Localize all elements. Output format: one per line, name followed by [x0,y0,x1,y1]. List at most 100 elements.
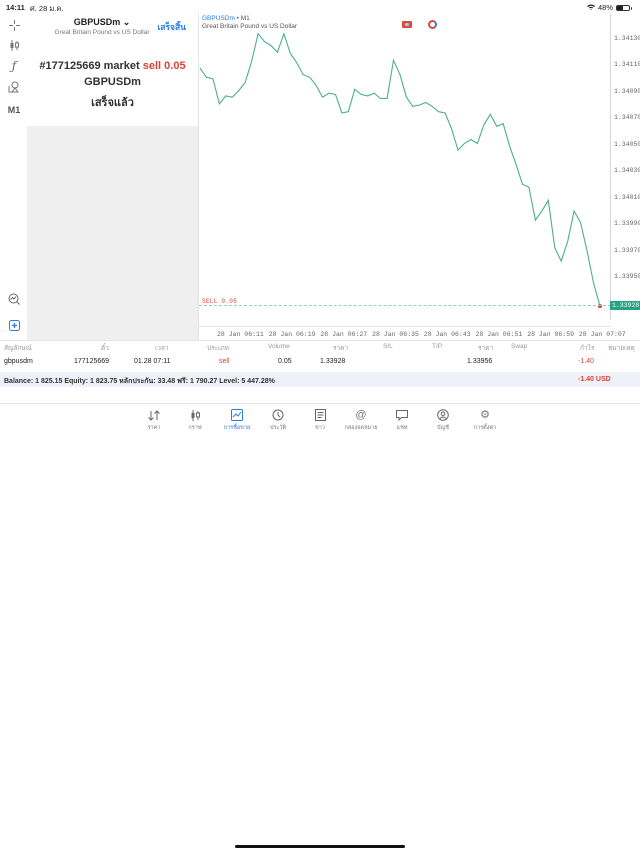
one-click-trading-icon[interactable] [402,21,412,28]
time-tick: 28 Jan 06:19 [268,331,316,338]
chat-icon [382,408,422,422]
row-time: 01.28 07:11 [134,358,171,365]
symbol-selector[interactable]: GBPUSDm ⌄ [27,17,177,28]
done-button[interactable]: เสร็จสิ้น [157,22,186,32]
total-profit: -1.40 USD [578,376,611,383]
time-tick: 28 Jan 07:07 [578,331,626,338]
order-result-card: GBPUSDm ⌄ Great Britain Pound vs US Doll… [27,13,198,126]
time-tick: 28 Jan 06:11 [217,331,264,338]
tab-history[interactable]: ประวัติ [258,408,298,432]
chart-description: Great Britain Pound vs US Dollar [202,23,298,30]
price-tick: 1.33950 [614,273,640,280]
order-panel: GBPUSDm ⌄ Great Britain Pound vs US Doll… [27,13,198,340]
symbol-name: GBPUSDm [73,17,121,27]
history-icon [258,408,298,422]
chart-timeframe: • M1 [234,15,250,22]
row-volume: 0.05 [278,358,292,365]
trade-chart-icon [217,408,257,422]
candlestick-icon[interactable] [4,37,24,53]
col-time: เวลา [155,345,169,352]
battery-icon [616,4,632,11]
candlestick-icon [175,408,215,422]
status-bar: 14:11 ศ. 28 ม.ค. 48% [0,0,640,13]
price-tick: 1.34070 [614,114,640,122]
time-axis-line [199,326,611,327]
tab-charts[interactable]: กราฟ [175,408,215,432]
time-tick: 28 Jan 06:43 [423,331,471,338]
row-ticket: 177125669 [74,358,110,365]
result-symbol: GBPUSDm [84,76,141,88]
timeframe-button[interactable]: M1 [7,105,21,115]
quotes-icon [134,408,174,422]
chart-header: GBPUSDm • M1 [202,15,250,22]
table-row[interactable]: gbpusdm 177125669 01.28 07:11 sell 0.05 … [0,355,640,371]
col-swap: Swap [511,343,528,350]
clock: 14:11 [6,3,25,12]
price-axis [610,13,611,320]
price-tick: 1.34090 [614,87,640,95]
gear-icon: ⚙ [480,409,490,421]
price-tick: 1.34050 [614,140,640,148]
chevron-down-icon: ⌄ [122,17,131,27]
new-order-icon[interactable] [4,317,24,333]
row-type: sell [219,358,230,365]
tab-news[interactable]: ข่าว [300,408,340,432]
tab-account[interactable]: บัญชี [423,408,463,432]
col-ticket: ตั๋ว [101,345,109,352]
positions-table-header: สัญลักษณ์ ตั๋ว เวลา ประเภท Volume ราคา S… [0,341,640,353]
crosshair-icon[interactable] [4,17,24,33]
price-chart[interactable]: GBPUSDm • M1 Great Britain Pound vs US D… [198,13,640,340]
col-comment: หมายเหตุ [608,345,635,352]
col-volume: Volume [268,343,290,350]
row-symbol: gbpusdm [4,358,33,365]
row-current-price: 1.33956 [467,358,493,365]
sell-position-line[interactable] [199,305,611,306]
order-summary: #177125669 market sell 0.05 [27,60,198,72]
balance-text: Balance: 1 825.15 Equity: 1 823.75 หลักป… [4,378,275,385]
col-profit: กำไร [580,345,595,352]
time-tick: 28 Jan 06:27 [320,331,368,338]
account-icon [423,408,463,422]
price-tick: 1.34010 [614,193,640,201]
price-tick: 1.34110 [614,61,640,69]
trade-levels-icon[interactable] [428,20,437,29]
col-symbol: สัญลักษณ์ [4,345,32,352]
objects-icon[interactable] [4,79,24,95]
tab-quotes[interactable]: ราคา [134,408,174,432]
row-profit: -1.40 [578,358,594,365]
ticket-text: #177125669 market [39,60,140,72]
row-open-price: 1.33928 [320,358,346,365]
time-tick: 28 Jan 06:51 [475,331,523,338]
price-tick: 1.34030 [614,167,640,175]
bottom-tab-bar: ราคา กราฟ การซื้อขาย ประวัติ ข่าว @ กล่อ… [0,403,640,848]
tab-trade[interactable]: การซื้อขาย [217,408,257,432]
battery-percent: 48% [597,3,613,12]
mailbox-icon: @ [355,409,367,421]
tab-chat[interactable]: แชท [382,408,422,432]
account-summary: Balance: 1 825.15 Equity: 1 823.75 หลักป… [0,372,640,387]
tab-mailbox[interactable]: @ กล่องจดหมาย [341,408,381,432]
chart-symbol: GBPUSDm [202,15,235,22]
price-tick: 1.33970 [614,246,640,254]
symbol-description: Great Britain Pound vs US Dollar [54,29,150,36]
date: ศ. 28 ม.ค. [30,4,64,13]
divider [0,340,640,341]
result-status: เสร็จแล้ว [91,97,134,109]
wifi-icon [586,3,595,12]
price-tick: 1.34130 [614,35,640,42]
col-current-price: ราคา [478,345,494,352]
col-tp: T/P [432,343,443,350]
col-price: ราคา [333,345,349,352]
tab-settings[interactable]: ⚙ การตั้งค่า [465,408,505,432]
time-tick: 28 Jan 06:35 [372,331,419,338]
order-action: sell 0.05 [142,60,186,72]
time-tick: 28 Jan 06:59 [527,331,574,338]
chart-search-icon[interactable] [4,291,24,307]
price-line [199,31,602,309]
chart-toolbar: ƒ M1 [0,13,27,340]
col-type: ประเภท [207,345,229,352]
current-price-tag: 1.33928 [610,301,640,310]
col-sl: S/L [383,343,393,350]
function-icon[interactable]: ƒ [11,59,17,73]
price-tick: 1.33990 [614,220,640,228]
